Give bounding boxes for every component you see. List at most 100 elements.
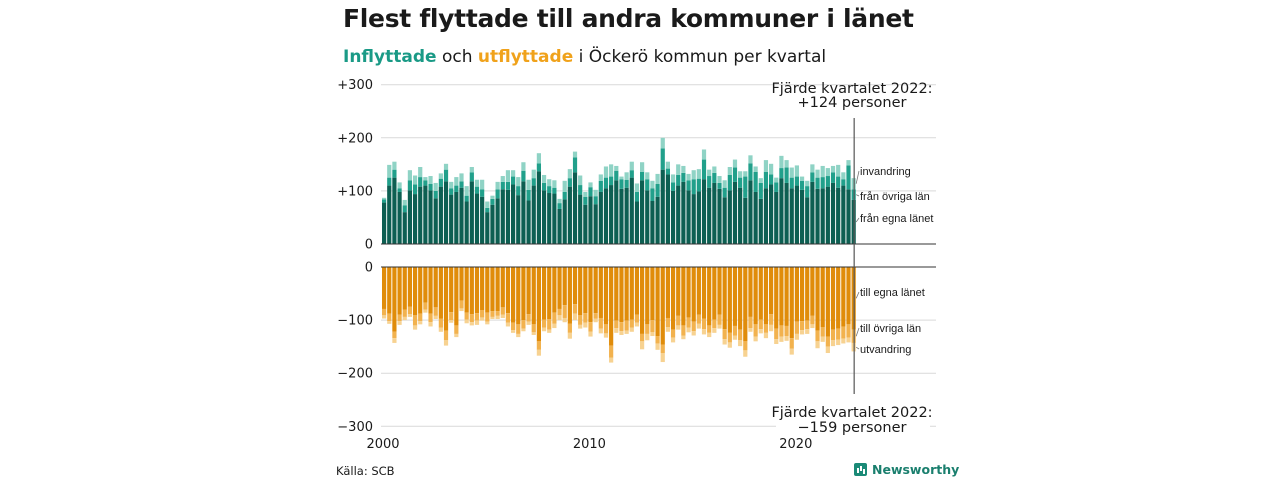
bar-out-3: [505, 322, 511, 327]
bar-out-3: [825, 346, 830, 354]
bar-in-3: [449, 181, 454, 189]
bar-out-2: [412, 315, 418, 326]
bar-in-1: [500, 189, 505, 244]
bar-in-3: [562, 180, 567, 192]
bar-in-1: [516, 195, 521, 244]
bar-out-2: [387, 313, 392, 322]
bar-in-2: [805, 186, 810, 198]
bar-in-1: [412, 194, 418, 244]
bar-in-3: [799, 176, 805, 181]
bar-out-2: [650, 320, 655, 333]
bar-in-3: [583, 191, 588, 197]
bar-in-2: [459, 181, 464, 188]
bar-in-2: [846, 165, 851, 190]
bar-in-3: [748, 155, 753, 164]
bar-out-1: [758, 267, 763, 320]
bar-in-2: [387, 177, 392, 186]
bar-out-1: [665, 267, 670, 318]
bar-in-3: [511, 170, 516, 177]
bar-in-2: [588, 187, 593, 197]
bar-out-1: [779, 267, 784, 326]
bar-out-3: [526, 321, 531, 325]
bar-in-1: [810, 181, 815, 244]
bar-out-2: [469, 314, 474, 323]
bar-in-1: [830, 182, 836, 245]
bar-in-2: [655, 184, 660, 197]
x-tick-label: 2000: [366, 437, 399, 452]
bar-out-2: [552, 312, 557, 324]
bar-out-3: [412, 325, 418, 330]
bar-in-1: [387, 185, 392, 244]
bar-out-3: [572, 313, 578, 321]
bar-out-2: [645, 324, 650, 334]
bar-out-1: [717, 267, 722, 315]
bar-in-1: [552, 193, 557, 245]
bar-in-1: [732, 181, 738, 244]
bar-in-3: [836, 164, 841, 177]
bar-in-1: [583, 204, 588, 244]
bar-out-3: [810, 324, 815, 329]
bar-in-2: [789, 177, 794, 189]
bar-in-1: [562, 199, 567, 244]
bar-in-2: [521, 170, 526, 182]
label-connector: [855, 346, 860, 350]
bar-out-2: [449, 312, 454, 321]
bar-out-1: [825, 267, 830, 337]
bar-out-3: [629, 327, 634, 332]
bar-in-1: [495, 198, 500, 244]
bar-out-2: [407, 306, 412, 315]
bar-out-1: [846, 267, 851, 325]
bar-in-3: [397, 182, 402, 189]
bar-in-3: [480, 179, 485, 190]
bar-in-1: [392, 177, 397, 245]
bar-in-3: [665, 161, 670, 169]
bar-out-2: [567, 323, 572, 333]
bar-out-2: [825, 336, 830, 347]
bar-in-1: [717, 188, 722, 244]
bar-in-1: [593, 204, 598, 245]
bar-in-1: [794, 185, 799, 244]
label-connector: [855, 291, 860, 299]
chart-subtitle: Inflyttade och utflyttade i Öckerö kommu…: [343, 47, 826, 67]
bar-out-1: [511, 267, 516, 323]
bar-out-3: [841, 338, 846, 344]
bar-in-1: [480, 196, 485, 244]
bar-out-1: [572, 267, 578, 305]
bar-in-2: [645, 179, 650, 191]
bar-in-2: [820, 177, 825, 189]
y-tick-label: +100: [337, 184, 373, 199]
source-note: Källa: SCB: [336, 464, 395, 478]
bar-in-1: [428, 190, 433, 244]
bar-out-2: [500, 307, 505, 315]
bar-out-1: [433, 267, 438, 308]
bar-in-3: [717, 176, 722, 183]
bar-out-2: [753, 324, 758, 337]
bar-in-1: [665, 174, 670, 244]
bar-in-2: [753, 171, 758, 192]
bar-out-3: [397, 321, 402, 325]
bar-out-2: [428, 313, 433, 323]
bar-in-3: [521, 162, 526, 171]
bar-out-3: [624, 330, 629, 334]
bar-out-2: [836, 328, 841, 340]
bar-in-1: [547, 193, 552, 244]
bar-in-2: [412, 184, 418, 195]
bar-out-3: [717, 324, 722, 329]
bar-out-2: [676, 315, 681, 326]
bar-in-1: [753, 191, 758, 244]
bar-out-1: [552, 267, 557, 313]
bar-in-3: [701, 149, 707, 160]
bar-out-1: [495, 267, 500, 312]
bar-out-1: [815, 267, 820, 331]
bar-in-3: [578, 175, 583, 186]
bar-in-3: [696, 169, 701, 179]
newsworthy-logo[interactable]: Newsworthy: [854, 462, 959, 477]
bar-in-3: [531, 169, 536, 179]
bar-in-2: [670, 182, 676, 191]
bar-out-3: [588, 331, 593, 337]
bar-in-3: [541, 174, 547, 183]
y-tick-label: +200: [337, 131, 373, 146]
bar-out-1: [769, 267, 774, 315]
bar-out-3: [609, 357, 614, 363]
bar-out-3: [691, 331, 696, 336]
